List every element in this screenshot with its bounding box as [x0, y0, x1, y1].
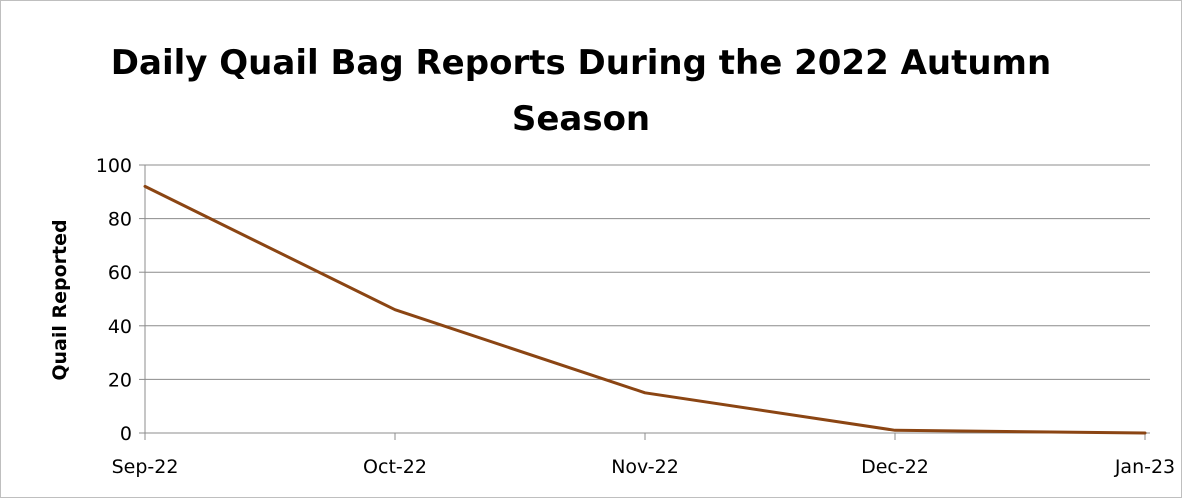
y-axis-title: Quail Reported [49, 219, 71, 380]
series-line [143, 184, 1147, 435]
x-tick-label: Nov-22 [611, 456, 679, 478]
y-tick-label: 60 [108, 262, 132, 284]
y-tick-label: 80 [108, 209, 132, 231]
series [143, 184, 1147, 435]
gridlines [145, 164, 1150, 380]
x-tick-labels: Sep-22 Oct-22 Nov-22 Dec-22 Jan-23 [112, 456, 1176, 478]
x-tick-label: Jan-23 [1114, 456, 1175, 478]
y-tick-labels: 0 20 40 60 80 100 [96, 155, 132, 445]
y-tick-label: 100 [96, 155, 132, 177]
y-tick-label: 40 [108, 316, 132, 338]
y-tick-label: 20 [108, 369, 132, 391]
axes [139, 164, 1150, 440]
x-tick-label: Sep-22 [112, 456, 179, 478]
x-tick-label: Oct-22 [363, 456, 427, 478]
y-tick-label: 0 [120, 423, 132, 445]
x-tick-label: Dec-22 [861, 456, 929, 478]
chart-title: Daily Quail Bag Reports During the 2022 … [110, 43, 1052, 139]
